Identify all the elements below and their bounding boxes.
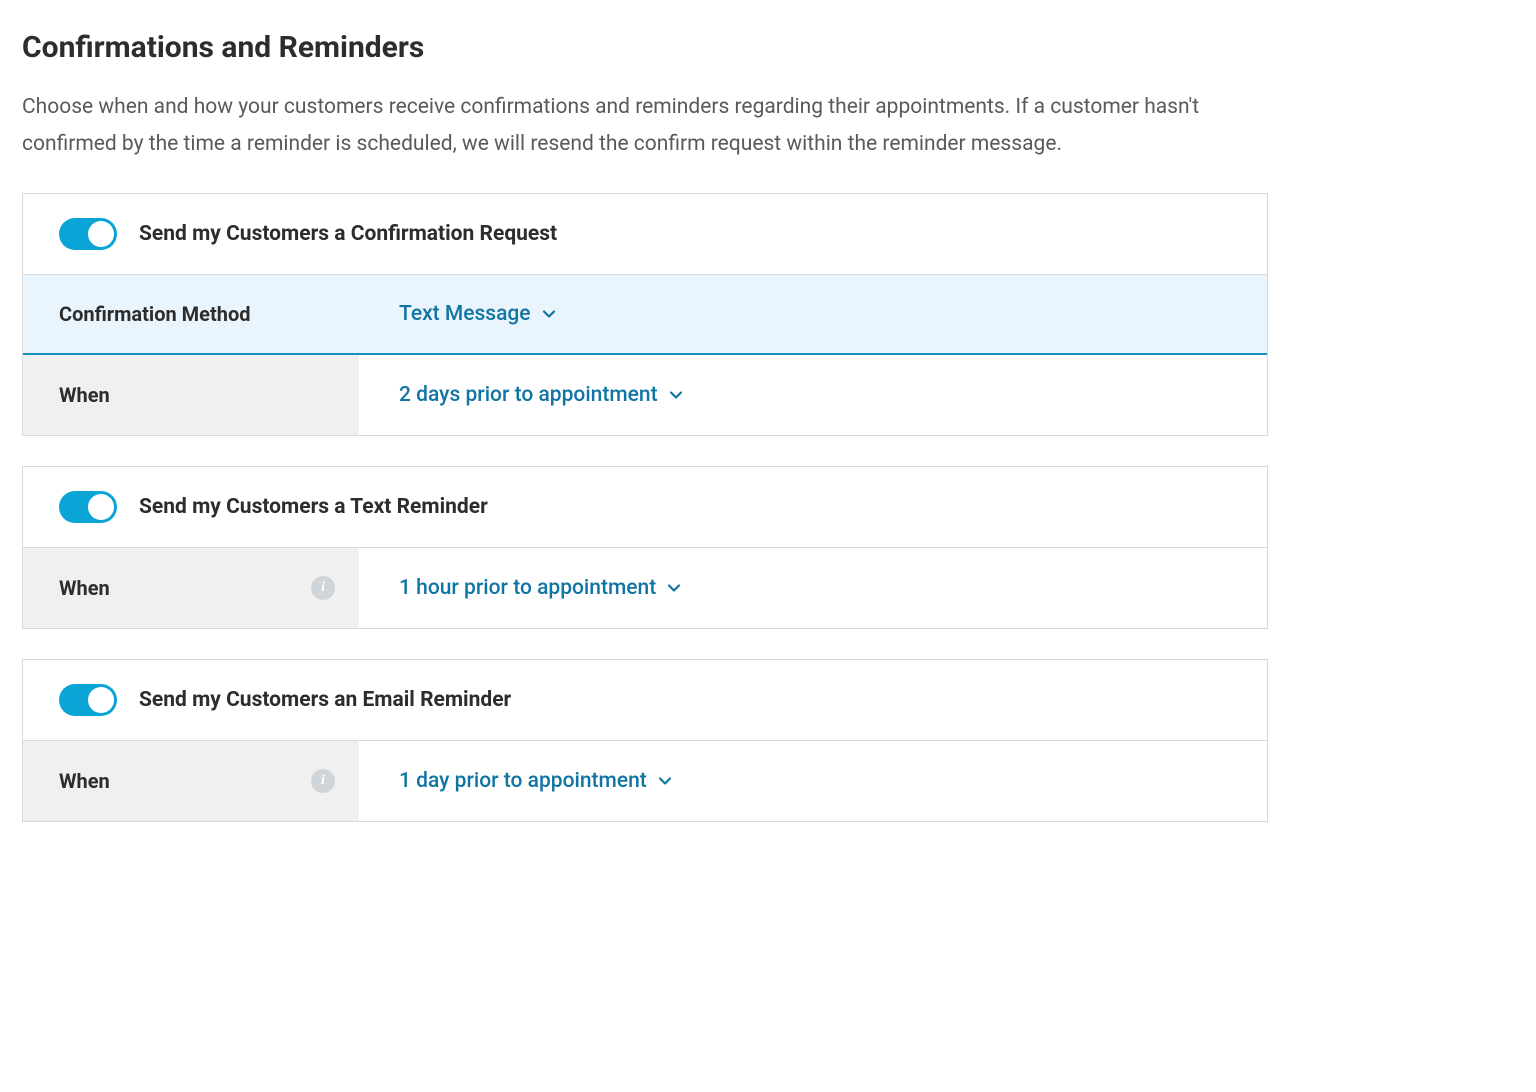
toggle-knob bbox=[88, 494, 114, 520]
confirmation-request-header: Send my Customers a Confirmation Request bbox=[23, 194, 1267, 275]
text-reminder-card: Send my Customers a Text Reminder When i… bbox=[22, 466, 1268, 629]
email-reminder-when-label: When i bbox=[23, 741, 359, 821]
settings-page: Confirmations and Reminders Choose when … bbox=[0, 0, 1290, 892]
confirmation-request-title: Send my Customers a Confirmation Request bbox=[139, 222, 557, 246]
page-title: Confirmations and Reminders bbox=[22, 30, 1268, 65]
email-reminder-when-value: 1 day prior to appointment bbox=[399, 769, 647, 793]
confirmation-method-select[interactable]: Text Message bbox=[399, 302, 555, 326]
toggle-knob bbox=[88, 221, 114, 247]
text-reminder-header: Send my Customers a Text Reminder bbox=[23, 467, 1267, 548]
confirmation-method-label: Confirmation Method bbox=[23, 275, 359, 353]
email-reminder-title: Send my Customers an Email Reminder bbox=[139, 688, 511, 712]
confirmation-method-value: Text Message bbox=[399, 302, 531, 326]
toggle-knob bbox=[88, 687, 114, 713]
email-reminder-when-row: When i 1 day prior to appointment bbox=[23, 741, 1267, 821]
chevron-down-icon bbox=[668, 582, 680, 594]
chevron-down-icon bbox=[659, 775, 671, 787]
confirmation-when-value: 2 days prior to appointment bbox=[399, 383, 658, 407]
info-icon[interactable]: i bbox=[311, 576, 335, 600]
page-description: Choose when and how your customers recei… bbox=[22, 89, 1268, 163]
text-reminder-when-value-cell: 1 hour prior to appointment bbox=[359, 548, 1267, 628]
email-reminder-header: Send my Customers an Email Reminder bbox=[23, 660, 1267, 741]
confirmation-when-row: When 2 days prior to appointment bbox=[23, 355, 1267, 435]
text-reminder-when-select[interactable]: 1 hour prior to appointment bbox=[399, 576, 680, 600]
email-reminder-card: Send my Customers an Email Reminder When… bbox=[22, 659, 1268, 822]
text-reminder-when-label: When i bbox=[23, 548, 359, 628]
email-reminder-when-value-cell: 1 day prior to appointment bbox=[359, 741, 1267, 821]
info-icon[interactable]: i bbox=[311, 769, 335, 793]
chevron-down-icon bbox=[543, 308, 555, 320]
confirmation-when-select[interactable]: 2 days prior to appointment bbox=[399, 383, 682, 407]
text-reminder-when-row: When i 1 hour prior to appointment bbox=[23, 548, 1267, 628]
chevron-down-icon bbox=[670, 389, 682, 401]
confirmation-request-card: Send my Customers a Confirmation Request… bbox=[22, 193, 1268, 436]
text-reminder-title: Send my Customers a Text Reminder bbox=[139, 495, 488, 519]
email-reminder-when-label-text: When bbox=[59, 769, 110, 793]
confirmation-when-value-cell: 2 days prior to appointment bbox=[359, 355, 1267, 435]
confirmation-when-label: When bbox=[23, 355, 359, 435]
confirmation-method-value-cell: Text Message bbox=[359, 275, 1267, 353]
text-reminder-when-value: 1 hour prior to appointment bbox=[399, 576, 656, 600]
confirmation-method-row: Confirmation Method Text Message bbox=[23, 275, 1267, 355]
confirmation-request-toggle[interactable] bbox=[59, 218, 117, 250]
email-reminder-when-select[interactable]: 1 day prior to appointment bbox=[399, 769, 671, 793]
email-reminder-toggle[interactable] bbox=[59, 684, 117, 716]
text-reminder-toggle[interactable] bbox=[59, 491, 117, 523]
text-reminder-when-label-text: When bbox=[59, 576, 110, 600]
confirmation-when-label-text: When bbox=[59, 383, 110, 407]
confirmation-method-label-text: Confirmation Method bbox=[59, 302, 251, 326]
